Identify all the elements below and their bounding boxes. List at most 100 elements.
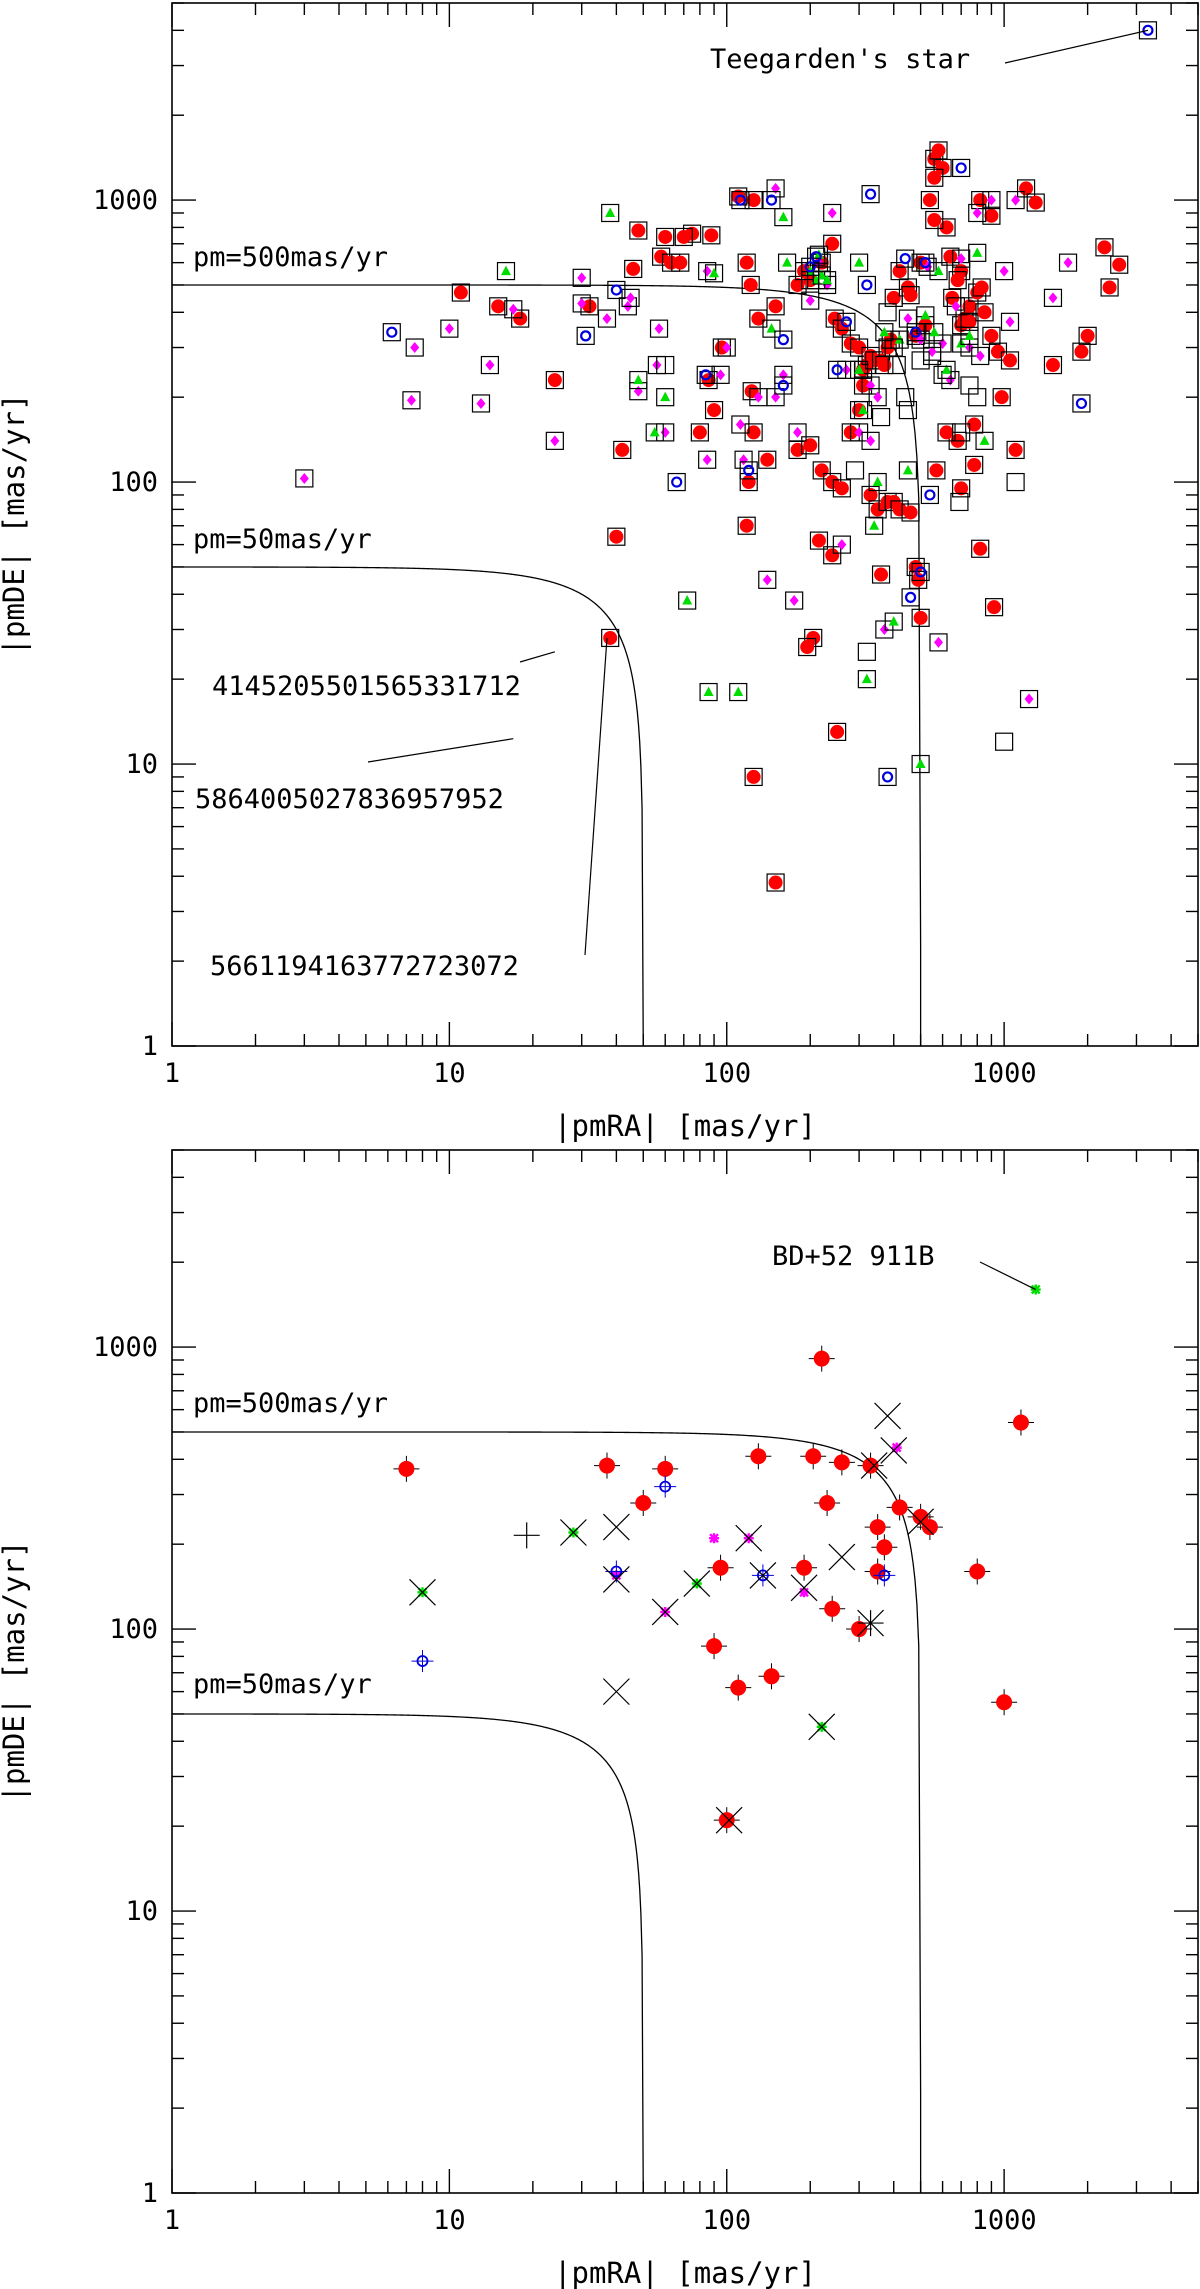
- data-point-red-dot: [676, 229, 691, 244]
- data-point-red-dot: [631, 223, 646, 238]
- data-point-red-dot: [862, 1457, 879, 1474]
- data-point-magenta-diamond: [778, 369, 788, 381]
- data-point-square: [1000, 351, 1020, 370]
- data-point-square: [777, 253, 797, 272]
- x-tick-label: 1000: [972, 2205, 1037, 2236]
- data-point-square: [607, 280, 626, 300]
- data-point-red-dot: [984, 208, 999, 223]
- pm-curve-label: pm=50mas/yr: [193, 1669, 372, 1700]
- data-point-green-triangle: [979, 435, 990, 445]
- data-point-red-dot: [626, 261, 641, 276]
- data-point-red-dot: [912, 1508, 929, 1525]
- data-point-square: [853, 400, 873, 420]
- data-point-magenta-diamond: [602, 313, 612, 325]
- data-point-square: [480, 355, 500, 375]
- data-point-square: [948, 271, 967, 290]
- data-point-red-dot: [750, 1448, 767, 1465]
- data-point-square: [920, 485, 939, 505]
- data-point-magenta-diamond: [485, 359, 495, 371]
- data-point-magenta-diamond: [1063, 257, 1073, 269]
- data-point-square: [952, 158, 971, 178]
- data-point-green-triangle: [933, 265, 944, 276]
- data-point-square: [941, 370, 960, 390]
- data-point-blue-circle: [804, 261, 816, 273]
- data-point-square: [629, 370, 648, 390]
- data-point-blue-circle: [765, 194, 778, 206]
- data-point-red-dot: [1112, 257, 1127, 272]
- data-point-square: [739, 472, 758, 492]
- data-point-square: [812, 461, 831, 480]
- data-point-blue-circle: [831, 364, 843, 376]
- data-point-square: [950, 492, 969, 512]
- data-point-square: [613, 440, 632, 460]
- data-point-red-dot: [805, 1448, 822, 1465]
- data-point-square: [911, 351, 930, 370]
- data-point-green-triangle: [920, 309, 931, 320]
- data-point-square: [1006, 472, 1025, 492]
- data-point-red-dot: [746, 193, 761, 208]
- data-point-square: [1110, 255, 1129, 274]
- data-point-square: [887, 355, 906, 375]
- annotation-leader-line: [584, 637, 608, 956]
- data-point-red-dot: [1003, 353, 1018, 368]
- data-point-x-cross: [602, 1678, 630, 1706]
- data-point-square: [828, 360, 847, 379]
- pm-curve-label: pm=50mas/yr: [193, 524, 372, 555]
- data-point-red-dot: [768, 299, 783, 314]
- proper-motion-panel-top: 1 10 100 1000 1 10 100 1000 |pmRA| [mas/yr] |pmDE…: [0, 2, 1199, 1143]
- data-point-magenta-diamond: [956, 253, 966, 265]
- data-point-square: [896, 249, 915, 268]
- data-point-green-triangle: [605, 207, 616, 217]
- y-tick-label: 100: [109, 1614, 158, 1645]
- data-point-red-dot: [718, 1812, 735, 1829]
- data-point-magenta-diamond: [508, 303, 518, 315]
- data-point-x-cross: [790, 1574, 818, 1602]
- data-point-green-triangle: [872, 476, 883, 487]
- data-point-square: [975, 303, 994, 322]
- data-point-square: [671, 253, 690, 272]
- data-point-square: [995, 261, 1014, 281]
- data-point-red-dot: [513, 311, 528, 326]
- data-point-square: [1095, 238, 1114, 257]
- y-axis-label: |pmDE| [mas/yr]: [0, 394, 31, 656]
- data-point-red-dot: [830, 724, 845, 739]
- data-point-red-dot: [746, 425, 761, 440]
- data-point-red-dot: [803, 438, 818, 453]
- data-point-red-dot: [582, 299, 597, 314]
- x-tick-label: 1: [164, 2205, 180, 2236]
- data-point-square: [597, 309, 617, 328]
- data-point-square: [295, 469, 314, 488]
- data-point-red-dot: [935, 160, 950, 175]
- data-point-square: [667, 472, 686, 492]
- data-point-square: [898, 461, 918, 480]
- data-point-green-triangle: [929, 326, 940, 337]
- data-point-square: [911, 754, 930, 774]
- data-point-square: [504, 300, 523, 319]
- data-point-blue-circle: [671, 476, 683, 488]
- data-point-red-dot: [707, 403, 722, 418]
- annotation-leader-line: [979, 1261, 1036, 1291]
- y-tick-label: 1: [142, 2178, 158, 2209]
- data-point-square: [896, 388, 915, 407]
- data-point-square: [937, 423, 956, 442]
- data-point-square: [871, 565, 891, 584]
- data-point-blue-circle: [659, 1480, 672, 1493]
- data-point-square: [868, 388, 887, 407]
- data-point-square: [849, 253, 869, 272]
- data-point-square: [995, 732, 1014, 751]
- data-point-square: [857, 642, 876, 661]
- data-point-magenta-diamond: [854, 426, 864, 438]
- data-point-square: [865, 516, 884, 535]
- data-point-red-dot: [763, 1668, 780, 1685]
- data-point-square: [807, 247, 826, 266]
- data-point-red-dot: [977, 305, 992, 320]
- data-point-square: [711, 365, 730, 384]
- data-point-magenta-diamond: [903, 313, 913, 325]
- data-point-square: [624, 259, 643, 279]
- data-point-magenta-diamond: [406, 394, 416, 406]
- data-point-square: [731, 415, 750, 434]
- data-point-blue-circle: [777, 379, 789, 392]
- data-point-square: [823, 546, 842, 565]
- x-tick-label: 10: [433, 1058, 466, 1089]
